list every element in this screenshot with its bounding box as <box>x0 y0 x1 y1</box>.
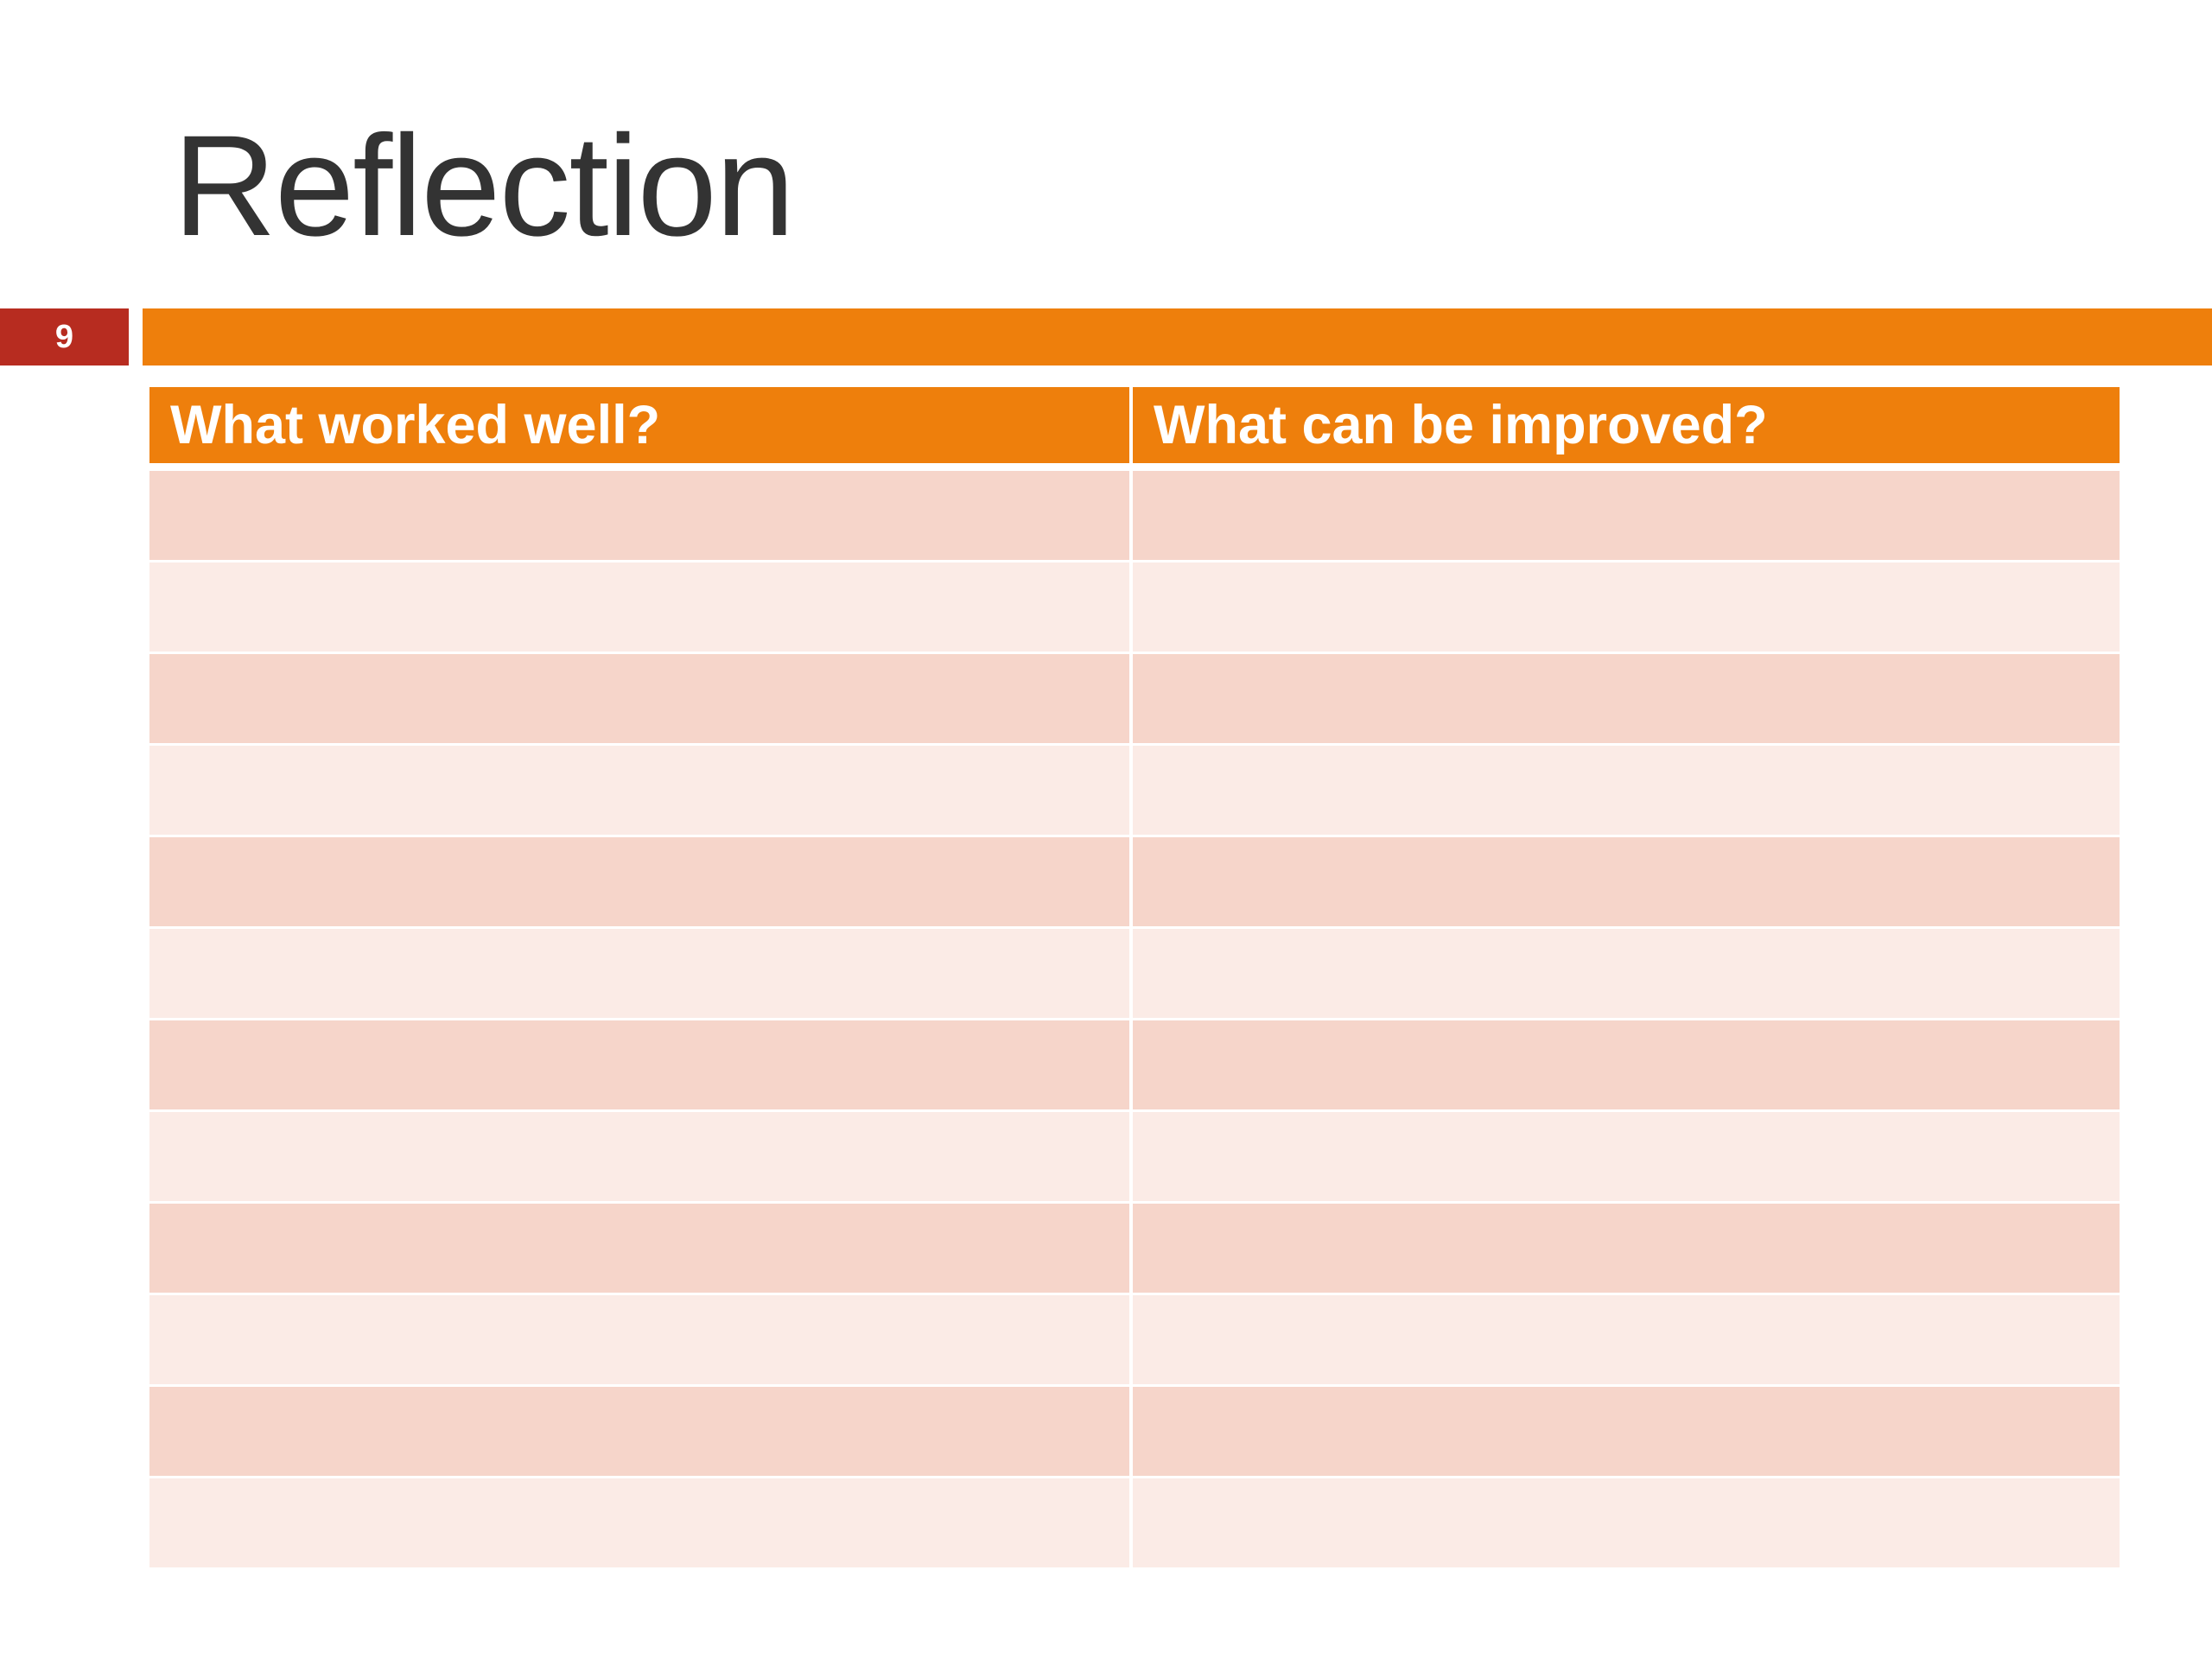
table-cell[interactable] <box>1133 654 2120 746</box>
reflection-table: What worked well? What can be improved? <box>149 387 2120 1567</box>
table-cell[interactable] <box>1133 471 2120 563</box>
table-cell[interactable] <box>149 1204 1133 1295</box>
table-cell[interactable] <box>1133 1020 2120 1112</box>
table-row <box>149 929 2120 1020</box>
table-cell[interactable] <box>1133 1295 2120 1387</box>
table-row <box>149 471 2120 563</box>
table-cell[interactable] <box>149 929 1133 1020</box>
table-row <box>149 1112 2120 1204</box>
table-cell[interactable] <box>149 1478 1133 1567</box>
table-cell[interactable] <box>1133 929 2120 1020</box>
table-header-row: What worked well? What can be improved? <box>149 387 2120 471</box>
accent-bar <box>143 308 2212 365</box>
table-cell[interactable] <box>1133 1112 2120 1204</box>
table-row <box>149 1478 2120 1567</box>
table-row <box>149 1204 2120 1295</box>
table-cell[interactable] <box>149 563 1133 654</box>
table-cell[interactable] <box>149 1020 1133 1112</box>
table-cell[interactable] <box>1133 746 2120 837</box>
slide-number: 9 <box>0 308 129 365</box>
table-row <box>149 746 2120 837</box>
table-cell[interactable] <box>149 746 1133 837</box>
table-cell[interactable] <box>1133 563 2120 654</box>
table-cell[interactable] <box>1133 1387 2120 1478</box>
table-cell[interactable] <box>149 837 1133 929</box>
table-row <box>149 563 2120 654</box>
header-what-can-be-improved: What can be improved? <box>1133 387 2120 471</box>
table-row <box>149 1387 2120 1478</box>
table-cell[interactable] <box>1133 837 2120 929</box>
table-cell[interactable] <box>149 1295 1133 1387</box>
table-row <box>149 654 2120 746</box>
table-cell[interactable] <box>149 1387 1133 1478</box>
table-cell[interactable] <box>1133 1478 2120 1567</box>
table-row <box>149 1295 2120 1387</box>
table-row <box>149 837 2120 929</box>
slide-title: Reflection <box>173 106 795 266</box>
table-cell[interactable] <box>149 654 1133 746</box>
table-cell[interactable] <box>149 471 1133 563</box>
table-cell[interactable] <box>1133 1204 2120 1295</box>
header-what-worked-well: What worked well? <box>149 387 1133 471</box>
table-row <box>149 1020 2120 1112</box>
table-cell[interactable] <box>149 1112 1133 1204</box>
